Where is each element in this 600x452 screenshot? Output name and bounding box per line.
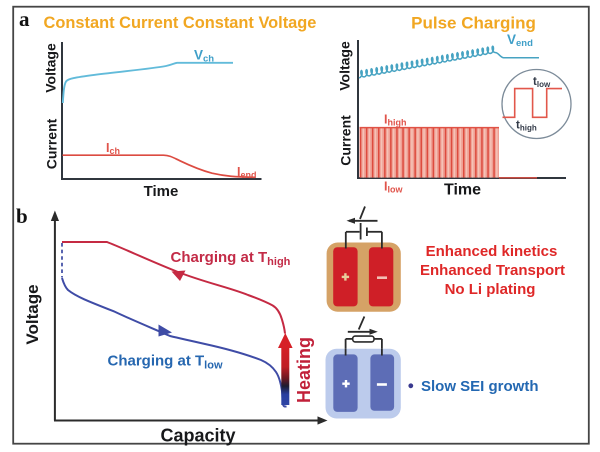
svg-text:Pulse Charging: Pulse Charging	[411, 14, 536, 33]
svg-text:a: a	[19, 7, 30, 31]
svg-text:Voltage: Voltage	[23, 284, 42, 344]
svg-text:Constant Current Constant Volt: Constant Current Constant Voltage	[44, 14, 317, 32]
svg-text:Current: Current	[44, 118, 60, 169]
svg-text:Enhanced kinetics: Enhanced kinetics	[426, 243, 558, 260]
svg-text:Time: Time	[144, 183, 179, 200]
svg-text:Slow SEI growth: Slow SEI growth	[421, 378, 539, 395]
svg-text:Heating: Heating	[294, 337, 314, 403]
svg-text:Capacity: Capacity	[160, 426, 235, 446]
svg-text:No Li plating: No Li plating	[445, 281, 536, 298]
svg-text:Charging at Tlow: Charging at Tlow	[108, 352, 223, 371]
svg-text:b: b	[16, 204, 28, 228]
svg-text:thigh: thigh	[516, 120, 537, 133]
svg-text:Current: Current	[338, 115, 354, 166]
svg-text:Voltage: Voltage	[43, 43, 59, 93]
svg-text:Enhanced Transport: Enhanced Transport	[420, 262, 565, 279]
svg-text:Voltage: Voltage	[337, 41, 353, 91]
svg-text:tlow: tlow	[533, 76, 551, 89]
svg-text:Charging at Thigh: Charging at Thigh	[171, 249, 291, 268]
svg-text:Time: Time	[444, 182, 481, 199]
